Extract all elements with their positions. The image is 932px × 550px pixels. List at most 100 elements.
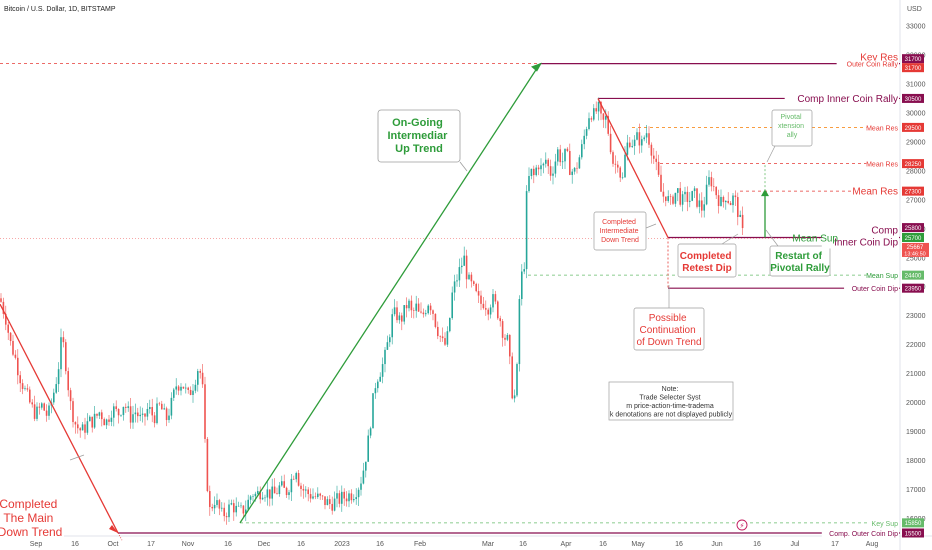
candle-body — [29, 389, 31, 403]
x-tick-label: Oct — [108, 541, 119, 548]
candle-body — [230, 503, 233, 505]
candle-body — [307, 489, 309, 495]
x-tick-label: 16 — [376, 541, 384, 548]
candle-body — [79, 428, 81, 431]
extension-label-line1: Pivotal — [781, 114, 804, 121]
y-tick-label: 19000 — [906, 429, 926, 436]
candle-body — [129, 406, 132, 423]
candle-body — [429, 305, 432, 311]
candle-body — [653, 155, 655, 159]
candle-body — [374, 388, 377, 394]
candle-body — [242, 505, 245, 514]
candle-body — [691, 191, 693, 201]
candle-body — [619, 167, 621, 178]
candle-body — [547, 159, 549, 167]
candle-body — [254, 493, 257, 497]
candle-body — [69, 390, 72, 402]
candle-body — [300, 485, 302, 489]
candle-body — [233, 503, 235, 513]
candle-body — [0, 298, 2, 302]
key-sup-label: Key Sup — [872, 521, 899, 528]
tag-15500-bg — [902, 528, 924, 538]
candle-body — [98, 412, 101, 416]
candle-body — [413, 310, 415, 311]
tag-30500: 30500 — [905, 97, 922, 103]
event-flash-icon[interactable]: ⚡ — [736, 519, 748, 531]
candle-body — [345, 498, 348, 502]
x-tick-label: 16 — [675, 541, 683, 548]
candle-body — [578, 157, 581, 169]
candle-body — [576, 167, 578, 169]
candle-body — [161, 403, 163, 410]
candle-body — [74, 422, 77, 425]
candle-body — [321, 495, 324, 497]
candle-body — [710, 177, 713, 187]
candle-body — [367, 435, 369, 462]
note-line2: Trade Selecter Syst — [639, 395, 700, 402]
candle-body — [314, 496, 317, 498]
candle-body — [437, 326, 439, 337]
main-down-label-line3: Down Trend — [0, 525, 62, 539]
candle-body — [660, 174, 662, 192]
candle-body — [453, 281, 456, 293]
label-bg — [866, 160, 899, 170]
candle-body — [722, 196, 725, 203]
candle-body — [206, 438, 209, 492]
candle-body — [650, 144, 653, 156]
candle-body — [667, 196, 669, 201]
x-tick-label: Apr — [561, 541, 573, 548]
candle-body — [17, 357, 19, 376]
main-down-callout: Completed The Main Down Trend — [0, 454, 85, 539]
candle-body — [156, 403, 158, 424]
candle-body — [86, 421, 89, 433]
candle-body — [348, 493, 350, 502]
mean-sup-upper-label: Mean Sup — [792, 233, 838, 244]
candle-body — [470, 274, 473, 282]
x-tick-label: 2023 — [334, 541, 350, 548]
candle-body — [38, 406, 41, 408]
svg-text:On-Going Intermediar: On-Going Intermediar Up Trend — [388, 117, 451, 155]
candle-body — [494, 294, 497, 302]
candle-body — [401, 315, 403, 322]
tag-31700-a: 31700 — [905, 57, 922, 63]
intermediate-down-line — [597, 98, 669, 238]
candlestick-series — [0, 97, 744, 525]
tag-24400-bg — [902, 270, 924, 280]
x-tick-label: 16 — [224, 541, 232, 548]
tag-25800: 25800 — [905, 226, 922, 232]
candle-body — [425, 313, 427, 315]
candle-body — [511, 356, 513, 399]
uptrend-arrowhead — [531, 62, 542, 72]
candle-body — [317, 493, 319, 498]
svg-text:Restart of Pivotal Rally: Restart of Pivotal Rally — [770, 251, 830, 274]
candle-body — [713, 186, 715, 187]
candle-body — [698, 200, 701, 207]
uptrend-label-line3: Up Trend — [395, 143, 443, 155]
candle-body — [245, 509, 247, 514]
candle-body — [662, 191, 665, 197]
candle-body — [96, 413, 98, 416]
candle-body — [257, 491, 259, 494]
candle-body — [708, 177, 710, 185]
candle-body — [461, 265, 463, 268]
mean-res-28250-label: Mean Res — [866, 162, 898, 169]
candle-body — [189, 389, 192, 395]
y-tick-label: 25000 — [906, 255, 926, 262]
candle-body — [614, 163, 617, 165]
candle-body — [612, 152, 614, 164]
candle-body — [669, 196, 672, 197]
candle-body — [237, 505, 240, 507]
candle-body — [105, 419, 108, 426]
candle-body — [566, 148, 569, 151]
candle-body — [643, 137, 645, 140]
candle-body — [41, 403, 43, 408]
candle-body — [456, 280, 458, 282]
candle-body — [595, 108, 597, 112]
candle-body — [53, 392, 55, 403]
candle-body — [62, 337, 65, 343]
candle-body — [545, 159, 547, 164]
label-bg — [870, 519, 899, 529]
candle-body — [57, 369, 60, 385]
